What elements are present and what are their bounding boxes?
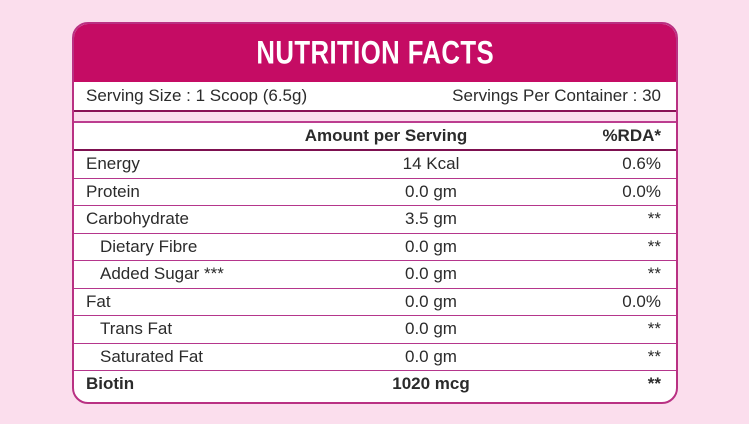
table-header-row: Amount per Serving %RDA* bbox=[74, 123, 676, 151]
table-row-saturated-fat: Saturated Fat 0.0 gm ** bbox=[74, 344, 676, 371]
row-amount: 14 Kcal bbox=[402, 154, 460, 174]
row-rda: 0.0% bbox=[622, 181, 661, 201]
separator-band bbox=[74, 112, 676, 123]
table-row-protein: Protein 0.0 gm 0.0% bbox=[74, 179, 676, 206]
table-row-added-sugar: Added Sugar *** 0.0 gm ** bbox=[74, 261, 676, 289]
row-rda: ** bbox=[647, 264, 661, 284]
row-amount: 0.0 gm bbox=[405, 236, 457, 256]
row-label: Saturated Fat bbox=[100, 346, 204, 366]
row-rda: ** bbox=[647, 209, 661, 229]
row-amount: 0.0 gm bbox=[405, 181, 457, 201]
row-label: Fat bbox=[86, 291, 111, 311]
row-amount: 0.0 gm bbox=[405, 319, 457, 339]
column-header-rda: %RDA* bbox=[602, 126, 661, 145]
table-row-trans-fat: Trans Fat 0.0 gm ** bbox=[74, 316, 676, 344]
row-rda: ** bbox=[647, 319, 661, 339]
servings-per-container-text: Servings Per Container : 30 bbox=[452, 86, 661, 105]
row-label: Protein bbox=[86, 181, 140, 201]
row-rda: 0.6% bbox=[622, 154, 661, 174]
row-label: Biotin bbox=[86, 374, 135, 394]
row-label: Energy bbox=[86, 154, 140, 174]
table-row-biotin: Biotin 1020 mcg ** bbox=[74, 371, 676, 398]
title-band: NUTRITION FACTS bbox=[74, 24, 676, 82]
row-rda: 0.0% bbox=[622, 291, 661, 311]
nutrition-facts-card: NUTRITION FACTS Serving Size : 1 Scoop (… bbox=[72, 22, 678, 404]
table-row-fat: Fat 0.0 gm 0.0% bbox=[74, 289, 676, 316]
row-label: Added Sugar *** bbox=[100, 264, 224, 284]
row-amount: 0.0 gm bbox=[405, 291, 457, 311]
row-rda: ** bbox=[647, 346, 661, 366]
serving-info-row: Serving Size : 1 Scoop (6.5g) Servings P… bbox=[74, 82, 676, 112]
row-amount: 0.0 gm bbox=[405, 346, 457, 366]
row-rda: ** bbox=[647, 236, 661, 256]
row-label: Trans Fat bbox=[100, 319, 173, 339]
page-title: NUTRITION FACTS bbox=[256, 33, 494, 72]
row-label: Dietary Fibre bbox=[100, 236, 198, 256]
row-rda: ** bbox=[647, 374, 661, 394]
table-row-dietary-fibre: Dietary Fibre 0.0 gm ** bbox=[74, 234, 676, 261]
table-row-energy: Energy 14 Kcal 0.6% bbox=[74, 151, 676, 179]
table-row-carbohydrate: Carbohydrate 3.5 gm ** bbox=[74, 206, 676, 234]
row-label: Carbohydrate bbox=[86, 209, 190, 229]
nutrition-table: Amount per Serving %RDA* Energy 14 Kcal … bbox=[74, 123, 676, 398]
serving-size-text: Serving Size : 1 Scoop (6.5g) bbox=[86, 86, 308, 105]
row-amount: 1020 mcg bbox=[392, 374, 470, 394]
row-amount: 0.0 gm bbox=[405, 264, 457, 284]
column-header-amount: Amount per Serving bbox=[304, 126, 468, 145]
row-amount: 3.5 gm bbox=[405, 209, 457, 229]
